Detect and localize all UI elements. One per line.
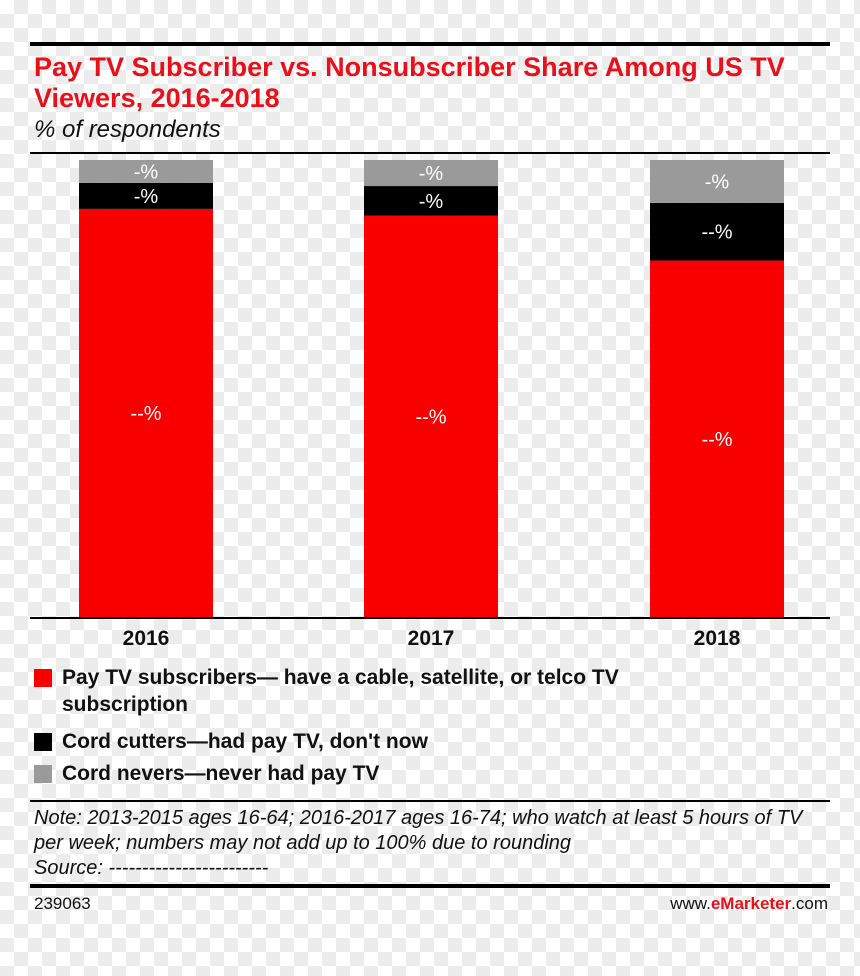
stacked-bar-chart: --% -% -% 2016 --% -% -% 2017 --% --% -% 2018 (30, 160, 830, 650)
note-rule (30, 800, 830, 802)
bar-cord-nevers-2016 (79, 160, 213, 183)
x-tick-label-2016: 2016 (123, 627, 170, 650)
plot-top-rule (30, 152, 830, 154)
data-label-cord-cutters-2016: -% (134, 186, 159, 208)
x-tick-label-2017: 2017 (408, 627, 455, 650)
source-text: Source: ------------------------ (34, 857, 269, 879)
brand-name: eMarketer (710, 894, 792, 913)
bar-cord-nevers-2018 (650, 160, 784, 203)
legend-label-cord-nevers: Cord nevers—never had pay TV (62, 762, 380, 785)
bar-pay-tv-2017 (364, 215, 498, 617)
chart-title: Pay TV Subscriber vs. Nonsubscriber Shar… (34, 52, 785, 113)
legend-swatch-cord-nevers (34, 765, 52, 783)
data-label-cord-nevers-2017: -% (419, 163, 444, 185)
brand-prefix: www. (670, 894, 711, 913)
data-label-cord-cutters-2018: --% (701, 222, 732, 244)
bar-pay-tv-2018 (650, 260, 784, 617)
x-tick-label-2018: 2018 (694, 627, 741, 650)
footnote: Note: 2013-2015 ages 16-64; 2016-2017 ag… (34, 806, 824, 881)
chart-id: 239063 (34, 894, 91, 913)
legend-item-pay-tv: Pay TV subscribers— have a cable, satell… (34, 664, 722, 718)
data-label-pay-tv-2016: --% (130, 403, 161, 425)
brand-suffix: .com (791, 894, 828, 913)
data-label-cord-nevers-2016: -% (134, 161, 159, 183)
legend-swatch-pay-tv (34, 669, 52, 687)
data-label-cord-nevers-2018: -% (705, 171, 730, 193)
data-label-cord-cutters-2017: -% (419, 191, 444, 213)
top-rule (30, 42, 830, 46)
data-label-pay-tv-2017: --% (415, 406, 446, 428)
brand-link[interactable]: www.eMarketer.com (670, 894, 828, 914)
legend-label-pay-tv: Pay TV subscribers— have a cable, satell… (62, 666, 619, 716)
bottom-rule (30, 884, 830, 888)
bar-pay-tv-2016 (79, 208, 213, 618)
legend-item-cord-nevers: Cord nevers—never had pay TV (34, 760, 379, 787)
bar-cord-nevers-2017 (364, 160, 498, 187)
legend-item-cord-cutters: Cord cutters—had pay TV, don't now (34, 728, 428, 755)
bar-cord-cutters-2016 (79, 182, 213, 209)
note-text: Note: 2013-2015 ages 16-64; 2016-2017 ag… (34, 807, 803, 854)
legend-label-cord-cutters: Cord cutters—had pay TV, don't now (62, 730, 428, 753)
bar-cord-cutters-2017 (364, 186, 498, 216)
legend-swatch-cord-cutters (34, 733, 52, 751)
data-label-pay-tv-2018: --% (701, 429, 732, 451)
chart-subtitle: % of respondents (34, 116, 221, 143)
bar-cord-cutters-2018 (650, 202, 784, 261)
